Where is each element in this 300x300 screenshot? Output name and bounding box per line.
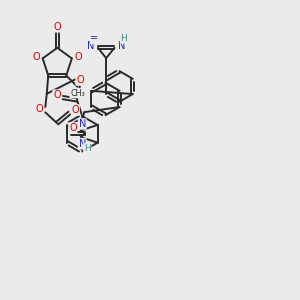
Text: O: O: [35, 103, 43, 113]
Text: N: N: [79, 119, 86, 129]
Text: O: O: [69, 123, 76, 133]
Text: O: O: [74, 52, 82, 62]
Text: O: O: [53, 90, 61, 100]
Text: H: H: [121, 34, 127, 43]
Text: O: O: [71, 105, 79, 115]
Text: O: O: [32, 52, 40, 62]
Text: N: N: [79, 139, 86, 149]
Text: O: O: [53, 22, 61, 32]
Text: O: O: [76, 75, 84, 85]
Text: N: N: [118, 41, 125, 51]
Text: H: H: [84, 144, 91, 153]
Text: CH₃: CH₃: [70, 89, 85, 98]
Text: N: N: [87, 41, 94, 51]
Text: =: =: [90, 33, 98, 43]
